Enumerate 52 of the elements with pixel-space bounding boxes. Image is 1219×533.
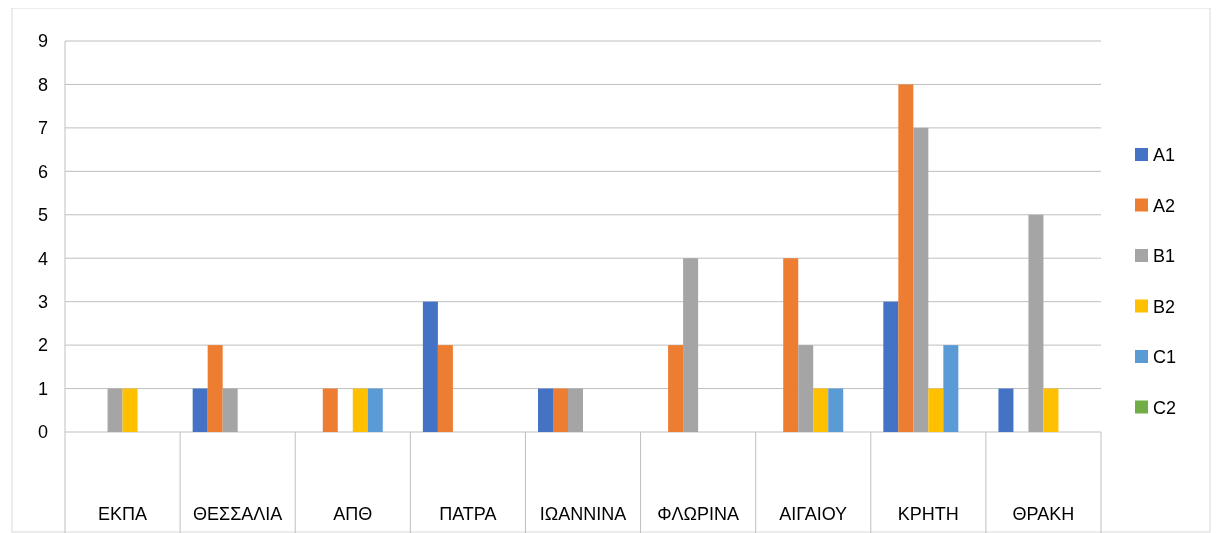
bar <box>998 388 1014 432</box>
legend-label: C2 <box>1153 397 1177 418</box>
x-tick-label: ΠΑΤΡΑ <box>439 504 497 524</box>
bar <box>683 258 699 432</box>
bar <box>798 345 814 432</box>
bar <box>883 301 899 432</box>
y-tick-label: 1 <box>37 378 49 399</box>
bar <box>222 388 238 432</box>
bar <box>322 388 338 432</box>
y-tick-label: 3 <box>37 291 49 312</box>
bar <box>437 345 453 432</box>
y-tick-label: 7 <box>37 118 49 139</box>
bar <box>1028 214 1044 432</box>
bar <box>828 388 844 432</box>
bar <box>1043 388 1059 432</box>
x-tick-label: ΘΡΑΚΗ <box>1012 504 1075 524</box>
bar <box>553 388 568 432</box>
bar <box>107 388 123 432</box>
y-tick-label: 2 <box>37 335 49 356</box>
bar <box>813 388 829 432</box>
bar <box>898 84 914 432</box>
bar <box>122 388 138 432</box>
bar <box>422 301 438 432</box>
bar <box>783 258 799 432</box>
y-tick-label: 9 <box>37 31 49 52</box>
bar <box>668 345 684 432</box>
x-tick-label: ΑΠΘ <box>333 504 373 524</box>
bar <box>928 388 944 432</box>
legend-label: A1 <box>1153 145 1176 166</box>
bar <box>192 388 208 432</box>
bar <box>538 388 553 432</box>
y-tick-label: 8 <box>37 74 49 95</box>
y-tick-label: 4 <box>37 248 49 269</box>
y-tick-label: 5 <box>37 205 49 226</box>
legend-label: B2 <box>1153 296 1176 317</box>
legend-label: B1 <box>1153 246 1176 267</box>
bar <box>367 388 383 432</box>
x-tick-label: ΑΙΓΑΙΟΥ <box>779 504 848 524</box>
legend-label: C1 <box>1153 347 1177 368</box>
x-tick-label: ΘΕΣΣΑΛΙΑ <box>193 504 283 524</box>
x-tick-label: ΙΩΑΝΝΙΝΑ <box>539 504 627 524</box>
y-tick-label: 6 <box>37 161 49 182</box>
bar <box>568 388 583 432</box>
legend-label: A2 <box>1153 195 1176 216</box>
x-tick-label: ΚΡΗΤΗ <box>897 504 959 524</box>
bar <box>352 388 368 432</box>
bar <box>943 345 959 432</box>
x-tick-label: ΕΚΠΑ <box>98 504 148 524</box>
x-tick-label: ΦΛΩΡΙΝΑ <box>657 504 740 524</box>
bar <box>913 127 929 432</box>
y-tick-label: 0 <box>37 422 49 443</box>
bar <box>207 345 223 432</box>
